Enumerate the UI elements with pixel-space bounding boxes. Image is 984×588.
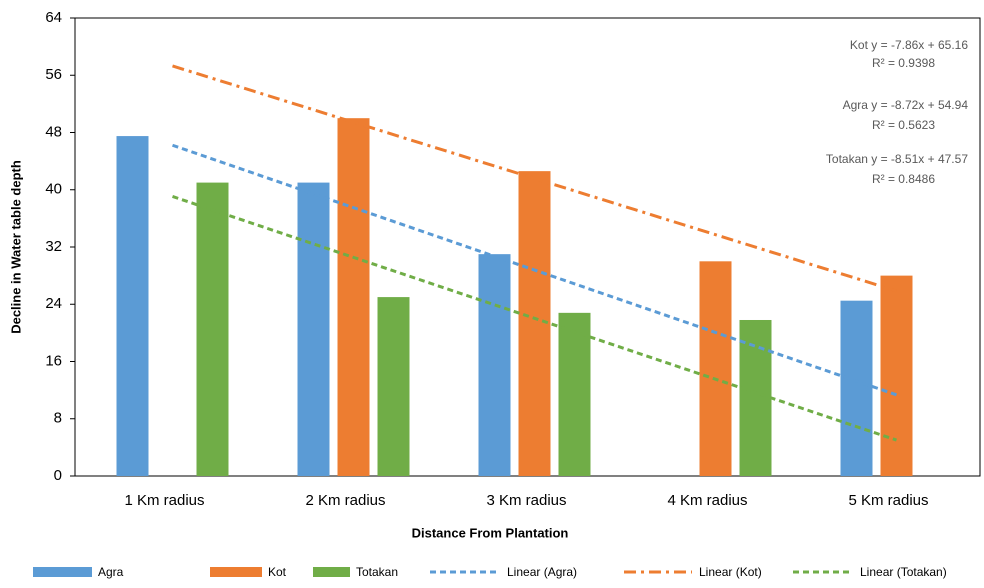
x-tick-label: 4 Km radius [667,492,747,509]
bar [377,297,410,476]
y-tick-label: 32 [45,238,62,255]
legend-swatch [210,567,262,577]
trendline [172,195,897,442]
bar [840,300,873,476]
legend-swatch [33,567,92,577]
x-tick-label: 1 Km radius [124,492,204,509]
legend-label: Agra [98,565,124,579]
y-tick-label: 0 [54,467,62,484]
trendline [172,143,897,397]
x-tick-label: 5 Km radius [848,492,928,509]
legend-label: Linear (Totakan) [860,565,947,579]
annotation: R² = 0.8486 [872,172,935,186]
annotation: R² = 0.9398 [872,56,935,70]
bar [699,261,732,476]
x-tick-label: 3 Km radius [486,492,566,509]
x-axis-label: Distance From Plantation [412,525,569,540]
bar [880,275,913,476]
y-tick-label: 8 [54,410,62,427]
y-axis-label: Decline in Water table depth [8,160,23,334]
annotation: Kot y = -7.86x + 65.16 [850,38,968,52]
bar [196,182,229,476]
legend-label: Totakan [356,565,398,579]
y-tick-label: 64 [45,9,62,26]
legend-swatch [313,567,350,577]
y-tick-label: 56 [45,66,62,83]
bar [337,118,370,476]
trendline [172,64,897,293]
y-tick-label: 48 [45,123,62,140]
bar [739,319,772,476]
annotation: R² = 0.5623 [872,118,935,132]
legend-label: Linear (Kot) [699,565,762,579]
y-tick-label: 40 [45,181,62,198]
x-tick-label: 2 Km radius [305,492,385,509]
legend-label: Kot [268,565,287,579]
y-tick-label: 24 [45,295,62,312]
bar [297,182,330,476]
annotation: Totakan y = -8.51x + 47.57 [826,152,968,166]
legend-label: Linear (Agra) [507,565,577,579]
annotation: Agra y = -8.72x + 54.94 [843,98,969,112]
bar [116,136,149,476]
y-tick-label: 16 [45,352,62,369]
bar [518,171,551,477]
bar [558,312,591,476]
bar [478,254,511,476]
